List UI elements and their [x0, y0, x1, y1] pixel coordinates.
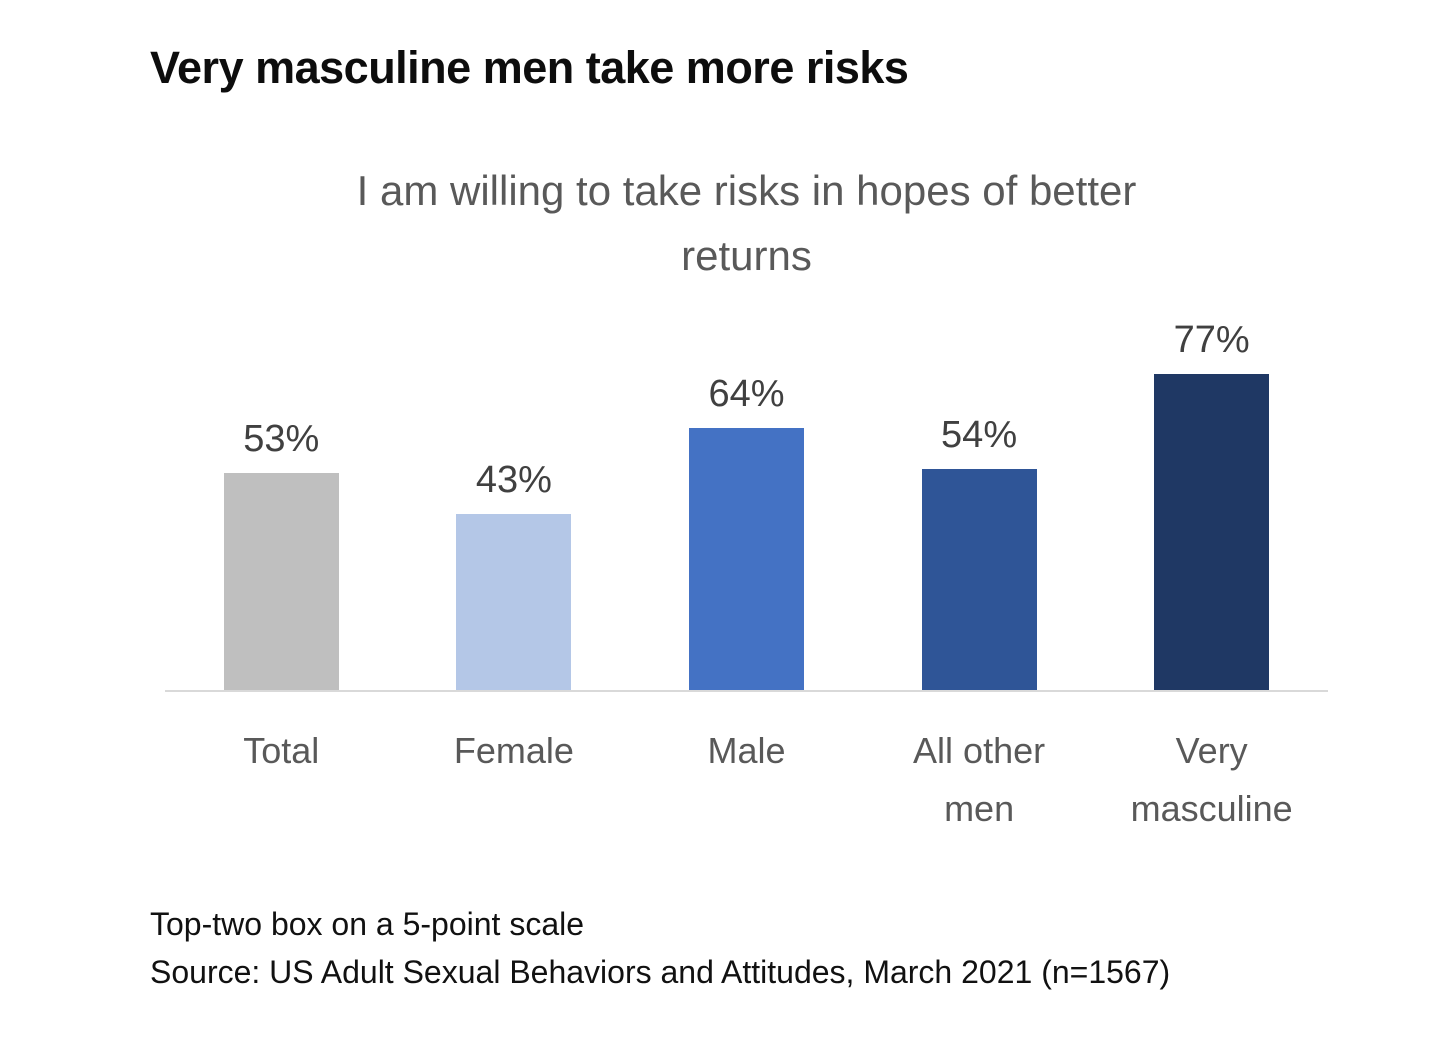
bar-column: 54%	[863, 300, 1096, 690]
value-label: 43%	[475, 459, 552, 501]
chart-title-text: I am willing to take risks in hopes of b…	[356, 167, 1137, 280]
value-label: 53%	[243, 418, 320, 460]
chart-title: I am willing to take risks in hopes of b…	[165, 158, 1328, 288]
value-label: 54%	[941, 414, 1018, 456]
bar	[688, 428, 804, 690]
value-label: 64%	[708, 373, 785, 415]
plot-area: 53% 43% 64% 54% 77%	[165, 300, 1328, 690]
category-label: Female	[453, 730, 574, 771]
x-axis-line	[165, 690, 1328, 692]
page-title: Very masculine men take more risks	[150, 42, 909, 93]
category-axis: Total Female Male All other men Very masculi…	[165, 722, 1328, 837]
bar	[921, 469, 1037, 690]
category-label: Total	[243, 730, 320, 771]
footnote-scale: Top-two box on a 5-point scale	[150, 906, 585, 942]
footnote-source: Source: US Adult Sexual Behaviors and At…	[150, 954, 1171, 990]
bar	[456, 514, 572, 690]
bar-column: 43%	[398, 300, 631, 690]
bar-column: 53%	[165, 300, 398, 690]
bar-column: 77%	[1095, 300, 1328, 690]
category-label: Very masculine	[1130, 730, 1293, 829]
category-label: All other men	[913, 730, 1046, 829]
bar	[1154, 374, 1270, 690]
bar-column: 64%	[630, 300, 863, 690]
category-label: Male	[707, 730, 786, 771]
bar	[223, 473, 339, 690]
value-label: 77%	[1173, 319, 1250, 361]
chart-footnotes: Top-two box on a 5-point scale Source: U…	[150, 900, 1170, 996]
